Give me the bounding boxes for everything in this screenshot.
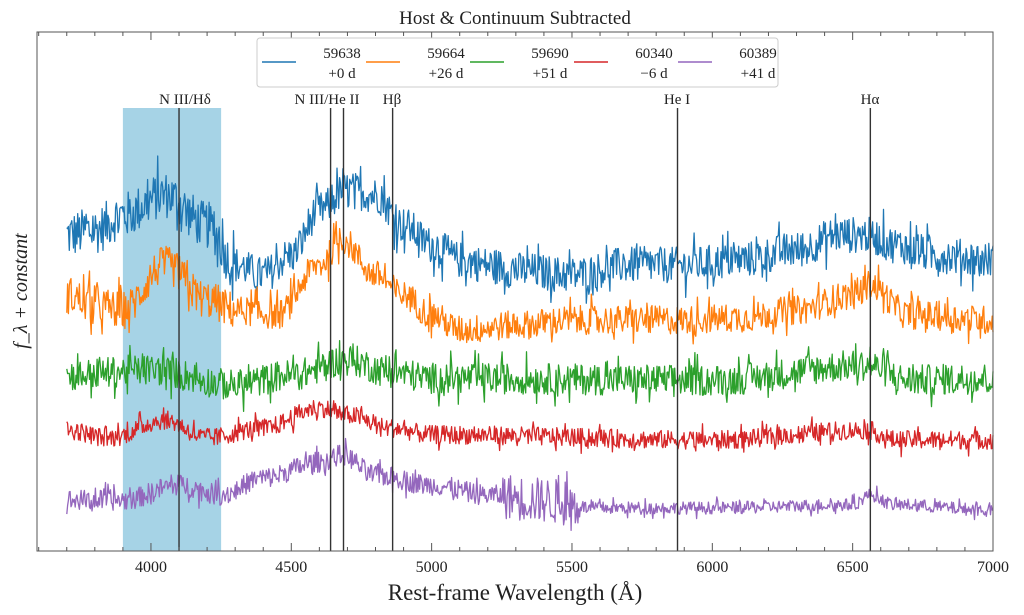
legend-label-mjd: 60389 [739,46,777,62]
legend-label-phase: −6 d [640,66,668,82]
line-marker-label: He I [664,92,690,108]
x-tick-label: 7000 [977,559,1009,576]
line-marker-label: N III/He II [295,92,360,108]
legend-label-mjd: 59638 [323,46,361,62]
series-group [66,155,994,531]
x-tick-label: 4000 [135,559,167,576]
legend-label-mjd: 59664 [427,46,465,62]
chart-title: Host & Continuum Subtracted [399,8,631,29]
line-marker-label: Hα [861,92,880,108]
y-axis-label: f_λ + constant [10,233,32,349]
line-marker-label: Hβ [383,92,401,108]
line-marker-label: N III/Hδ [159,92,211,108]
x-tick-label: 6000 [696,559,728,576]
legend-label-mjd: 59690 [531,46,569,62]
legend-label-mjd: 60340 [635,46,673,62]
x-tick-label: 4500 [275,559,307,576]
series-line-60389 [66,437,994,531]
legend-label-phase: +26 d [429,66,464,82]
series-line-59664 [66,220,994,345]
x-tick-label: 6500 [837,559,869,576]
x-ticks-group: 4000 4500 5000 5500 6000 6500 7000 [38,32,1009,576]
legend-box [256,37,779,88]
legend: 59638 +0 d 59664 +26 d 59690 +51 d 60340 −6 d 60… [256,37,779,88]
legend-label-phase: +0 d [328,66,356,82]
x-tick-label: 5500 [556,559,588,576]
series-line-59690 [66,339,994,413]
series-line-59638 [66,155,994,304]
x-tick-label: 5000 [416,559,448,576]
series-line-60340 [66,400,994,458]
x-axis-label: Rest-frame Wavelength (Å) [388,580,642,605]
legend-label-phase: +41 d [741,66,776,82]
line-markers-group: N III/Hδ N III/He II Hβ He I Hα [159,92,879,551]
plot-frame [36,31,994,552]
legend-label-phase: +51 d [533,66,568,82]
